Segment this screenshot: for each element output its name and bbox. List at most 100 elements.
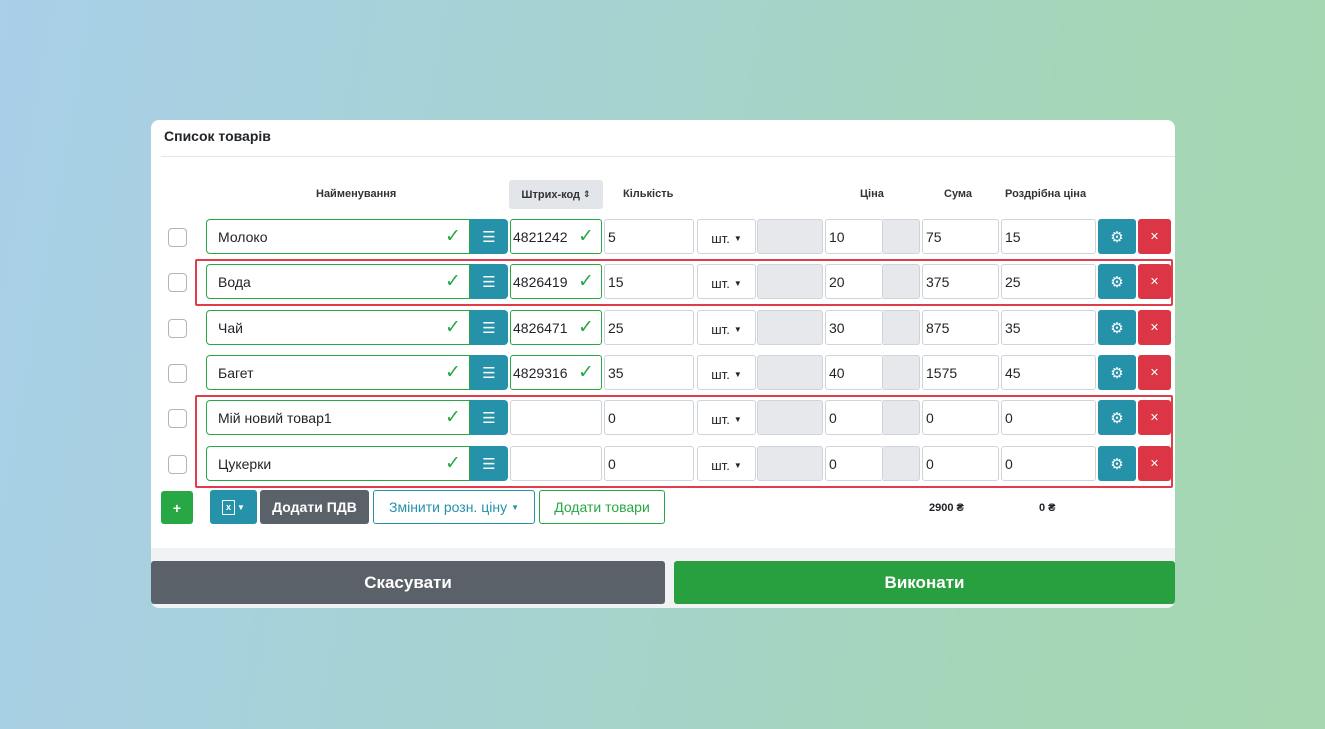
retail-price-input[interactable]: 25 xyxy=(1001,264,1096,299)
product-name-input[interactable]: Чай ✓ xyxy=(206,310,470,345)
quantity-input[interactable]: 15 xyxy=(604,264,694,299)
product-name-input[interactable]: Багет ✓ xyxy=(206,355,470,390)
gear-icon: ⚙ xyxy=(1110,364,1124,382)
product-list-button[interactable]: ☰ xyxy=(470,219,508,254)
table-row: Вода ✓ ☰ 4826419 ✓ 15 шт. ▼ 20 375 25 ⚙ ✕ xyxy=(151,264,1175,299)
add-vat-button[interactable]: Додати ПДВ xyxy=(260,490,369,524)
disabled-field xyxy=(757,219,823,254)
sum-input[interactable]: 75 xyxy=(922,219,999,254)
sum-input[interactable]: 875 xyxy=(922,310,999,345)
retail-price-input[interactable]: 15 xyxy=(1001,219,1096,254)
quantity-input[interactable]: 0 xyxy=(604,446,694,481)
row-delete-button[interactable]: ✕ xyxy=(1138,310,1171,345)
quantity-input[interactable]: 0 xyxy=(604,400,694,435)
row-checkbox[interactable] xyxy=(168,319,187,338)
row-settings-button[interactable]: ⚙ xyxy=(1098,310,1136,345)
price-input[interactable]: 40 xyxy=(825,355,883,390)
retail-price-input[interactable]: 35 xyxy=(1001,310,1096,345)
goods-panel: Список товарів Найменування Штрих-код ⇕ … xyxy=(151,120,1175,608)
check-icon: ✓ xyxy=(445,407,461,428)
quantity-input[interactable]: 5 xyxy=(604,219,694,254)
sum-input[interactable]: 375 xyxy=(922,264,999,299)
row-checkbox[interactable] xyxy=(168,455,187,474)
retail-price-input[interactable]: 45 xyxy=(1001,355,1096,390)
sum-input[interactable]: 0 xyxy=(922,446,999,481)
list-icon: ☰ xyxy=(482,409,496,427)
check-icon: ✓ xyxy=(445,453,461,474)
row-checkbox[interactable] xyxy=(168,228,187,247)
row-delete-button[interactable]: ✕ xyxy=(1138,355,1171,390)
unit-select[interactable]: шт. ▼ xyxy=(697,355,756,390)
submit-button[interactable]: Виконати xyxy=(674,561,1175,604)
barcode-value: 4826419 xyxy=(513,274,568,290)
row-checkbox[interactable] xyxy=(168,273,187,292)
barcode-input[interactable] xyxy=(510,446,602,481)
price-input[interactable]: 0 xyxy=(825,400,883,435)
close-icon: ✕ xyxy=(1149,367,1160,379)
product-name-input[interactable]: Вода ✓ xyxy=(206,264,470,299)
barcode-value: 4829316 xyxy=(513,365,568,381)
list-icon: ☰ xyxy=(482,319,496,337)
change-retail-price-button[interactable]: Змінити розн. ціну ▼ xyxy=(373,490,535,524)
row-delete-button[interactable]: ✕ xyxy=(1138,446,1171,481)
gear-icon: ⚙ xyxy=(1110,455,1124,473)
price-input[interactable]: 10 xyxy=(825,219,883,254)
total-sum: 2900 ₴ xyxy=(929,502,964,514)
product-name-value: Мій новий товар1 xyxy=(218,409,332,426)
product-name-input[interactable]: Молоко ✓ xyxy=(206,219,470,254)
product-list-button[interactable]: ☰ xyxy=(470,310,508,345)
product-list-button[interactable]: ☰ xyxy=(470,446,508,481)
check-icon: ✓ xyxy=(445,226,461,247)
barcode-input[interactable] xyxy=(510,400,602,435)
row-checkbox[interactable] xyxy=(168,409,187,428)
quantity-input[interactable]: 25 xyxy=(604,310,694,345)
unit-value: шт. xyxy=(711,276,730,291)
row-settings-button[interactable]: ⚙ xyxy=(1098,264,1136,299)
unit-select[interactable]: шт. ▼ xyxy=(697,264,756,299)
retail-price-input[interactable]: 0 xyxy=(1001,400,1096,435)
barcode-input[interactable]: 4829316 ✓ xyxy=(510,355,602,390)
row-delete-button[interactable]: ✕ xyxy=(1138,264,1171,299)
unit-select[interactable]: шт. ▼ xyxy=(697,400,756,435)
add-goods-button[interactable]: Додати товари xyxy=(539,490,665,524)
change-retail-price-label: Змінити розн. ціну xyxy=(389,499,508,515)
header-name: Найменування xyxy=(316,188,397,200)
barcode-input[interactable]: 4826471 ✓ xyxy=(510,310,602,345)
excel-export-button[interactable]: x ▼ xyxy=(210,490,257,524)
caret-down-icon: ▼ xyxy=(733,279,742,288)
unit-value: шт. xyxy=(711,231,730,246)
row-settings-button[interactable]: ⚙ xyxy=(1098,219,1136,254)
product-list-button[interactable]: ☰ xyxy=(470,264,508,299)
table-row: Багет ✓ ☰ 4829316 ✓ 35 шт. ▼ 40 1575 45 ⚙ ✕ xyxy=(151,355,1175,390)
row-settings-button[interactable]: ⚙ xyxy=(1098,446,1136,481)
sum-input[interactable]: 1575 xyxy=(922,355,999,390)
product-name-value: Чай xyxy=(218,319,243,336)
title-divider xyxy=(161,156,1175,157)
retail-price-input[interactable]: 0 xyxy=(1001,446,1096,481)
price-input[interactable]: 0 xyxy=(825,446,883,481)
product-name-input[interactable]: Цукерки ✓ xyxy=(206,446,470,481)
product-name-input[interactable]: Мій новий товар1 ✓ xyxy=(206,400,470,435)
sum-input[interactable]: 0 xyxy=(922,400,999,435)
price-addon xyxy=(883,400,920,435)
check-icon: ✓ xyxy=(578,317,594,338)
barcode-input[interactable]: 4826419 ✓ xyxy=(510,264,602,299)
row-settings-button[interactable]: ⚙ xyxy=(1098,355,1136,390)
price-input[interactable]: 30 xyxy=(825,310,883,345)
row-settings-button[interactable]: ⚙ xyxy=(1098,400,1136,435)
add-row-button[interactable]: + xyxy=(161,491,193,524)
unit-select[interactable]: шт. ▼ xyxy=(697,446,756,481)
row-checkbox[interactable] xyxy=(168,364,187,383)
header-barcode-sort[interactable]: Штрих-код ⇕ xyxy=(509,180,603,209)
quantity-input[interactable]: 35 xyxy=(604,355,694,390)
barcode-input[interactable]: 4821242 ✓ xyxy=(510,219,602,254)
row-delete-button[interactable]: ✕ xyxy=(1138,400,1171,435)
cancel-button[interactable]: Скасувати xyxy=(151,561,665,604)
price-input[interactable]: 20 xyxy=(825,264,883,299)
check-icon: ✓ xyxy=(445,271,461,292)
unit-select[interactable]: шт. ▼ xyxy=(697,219,756,254)
unit-select[interactable]: шт. ▼ xyxy=(697,310,756,345)
row-delete-button[interactable]: ✕ xyxy=(1138,219,1171,254)
product-list-button[interactable]: ☰ xyxy=(470,355,508,390)
product-list-button[interactable]: ☰ xyxy=(470,400,508,435)
